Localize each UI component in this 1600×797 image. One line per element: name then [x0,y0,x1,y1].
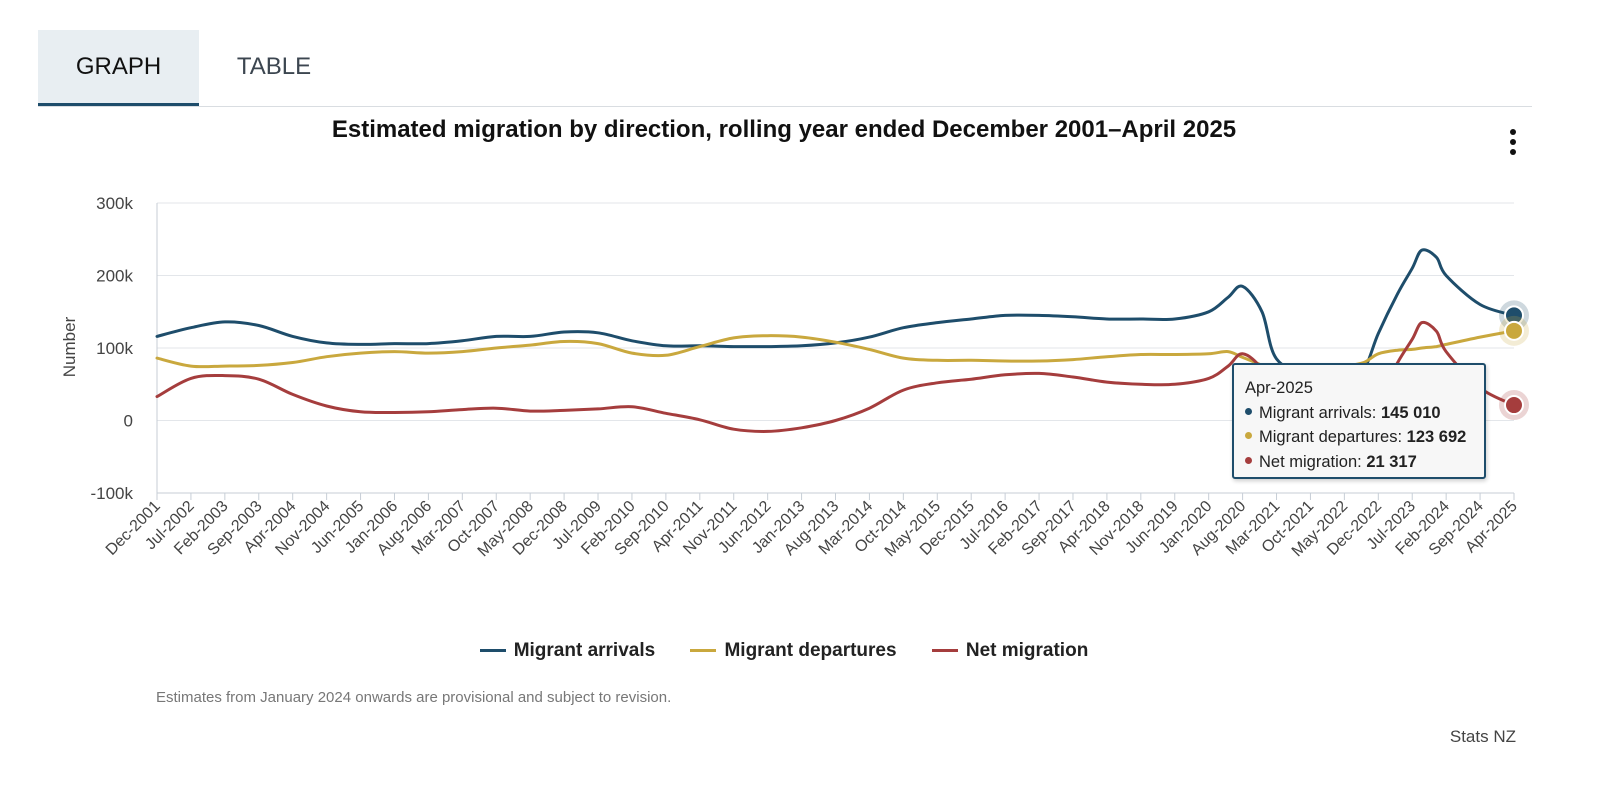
chart-source: Stats NZ [1449,727,1516,746]
series-line-arrivals [155,248,1516,383]
tooltip-label-arrivals: Migrant arrivals: [1259,403,1377,422]
marker-net [1504,395,1524,416]
chart-note: Estimates from January 2024 onwards are … [156,689,672,706]
legend-item-arrivals[interactable]: Migrant arrivals [479,639,656,662]
series-line-departures [155,329,1516,375]
tooltip-dot-arrivals [1245,407,1252,415]
tooltip-label-net: Net migration: [1259,452,1362,471]
y-tick-label: 200k [96,267,133,286]
legend-item-net[interactable]: Net migration [931,639,1089,662]
y-tick-label: 300k [96,194,133,213]
tooltip-value-net: 21 317 [1366,452,1417,471]
tooltip-row-net: Net migration: 21 317 [1245,453,1484,478]
legend-item-departures[interactable]: Migrant departures [690,639,897,662]
legend-swatch-net [931,649,958,652]
y-axis-label: Number [60,316,79,377]
y-tick-label: 0 [124,412,133,431]
chart-title: Estimated migration by direction, rollin… [331,116,1237,143]
tooltip-value-arrivals: 145 010 [1380,403,1441,422]
chart-tabs: GRAPH TABLE [38,30,1532,107]
tooltip-label-departures: Migrant departures: [1259,428,1403,446]
tooltip-row-departures: Migrant departures: 123 692 [1245,428,1484,453]
marker-departures [1504,320,1524,341]
tab-table[interactable]: TABLE [236,53,312,80]
chart-tooltip: Apr-2025 Migrant arrivals: 145 010 Migra… [1232,363,1486,479]
chart-legend: Migrant arrivals Migrant departures Net … [0,636,1568,662]
vertical-ellipsis-icon[interactable] [1496,124,1530,160]
tooltip-date: Apr-2025 [1245,379,1313,397]
y-tick-label: -100k [90,484,133,503]
tooltip-dot-net [1245,456,1252,464]
tooltip-row-arrivals: Migrant arrivals: 145 010 [1245,404,1484,429]
tab-graph[interactable]: GRAPH [38,30,199,106]
legend-label-arrivals: Migrant arrivals [513,639,656,661]
tooltip-dot-departures [1245,432,1252,440]
tooltip-value-departures: 123 692 [1406,428,1467,446]
legend-label-departures: Migrant departures [724,639,897,661]
legend-swatch-arrivals [479,649,506,652]
legend-label-net: Net migration [965,639,1089,661]
y-tick-label: 100k [96,339,133,358]
legend-swatch-departures [690,649,717,652]
